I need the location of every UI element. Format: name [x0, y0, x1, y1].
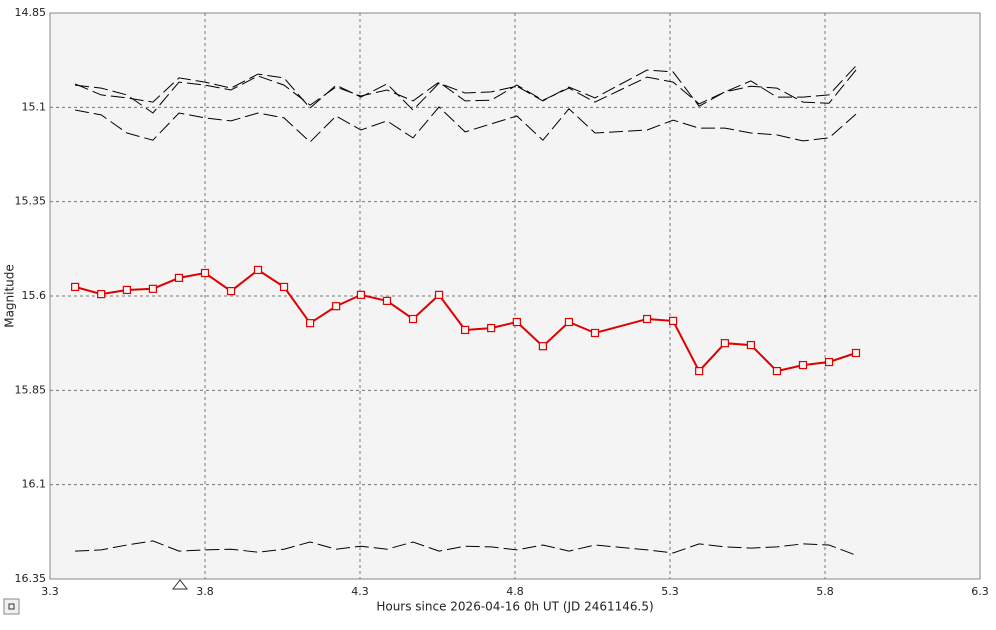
y-tick-label: 15.6	[22, 289, 47, 302]
y-tick-label: 15.1	[22, 100, 47, 113]
data-point	[200, 268, 210, 278]
data-point	[382, 296, 392, 306]
data-point	[746, 340, 756, 350]
data-point	[538, 342, 548, 351]
data-point	[460, 325, 470, 335]
x-tick-label: 4.3	[351, 585, 369, 598]
comparison-line	[74, 65, 857, 111]
x-tick-label: 5.8	[816, 585, 834, 598]
data-point	[487, 323, 496, 333]
y-tick-label: 16.1	[22, 478, 47, 491]
data-point	[590, 328, 600, 338]
corner-button[interactable]	[3, 598, 20, 615]
data-point	[279, 282, 289, 292]
data-point	[564, 317, 574, 327]
data-point	[226, 286, 236, 296]
comparison-line	[75, 106, 857, 143]
data-point	[332, 302, 341, 311]
data-point	[772, 366, 782, 376]
data-point	[148, 284, 158, 293]
data-point	[253, 265, 263, 275]
data-point	[408, 314, 418, 324]
x-axis-title: Hours since 2026-04-16 0h UT (JD 2461146…	[376, 600, 653, 614]
corner-button-icon	[8, 603, 15, 610]
data-point	[642, 314, 652, 324]
data-point	[824, 357, 834, 367]
y-tick-label: 14.85	[15, 6, 47, 19]
series-line	[74, 268, 857, 373]
data-point	[434, 290, 444, 299]
x-tick-label: 6.3	[971, 585, 989, 598]
y-tick-label: 16.35	[15, 572, 47, 585]
x-tick-label: 5.3	[661, 585, 679, 598]
data-point	[720, 339, 729, 348]
data-point	[174, 273, 184, 282]
time-marker	[171, 579, 189, 590]
data-point	[71, 282, 80, 292]
data-point	[512, 317, 521, 327]
data-point	[851, 348, 861, 358]
data-point	[305, 319, 315, 328]
x-tick-label: 3.8	[196, 585, 214, 598]
data-point	[97, 290, 106, 299]
y-tick-label: 15.35	[15, 195, 47, 208]
comparison-line	[75, 540, 857, 556]
data-point	[798, 360, 808, 370]
x-tick-label: 3.3	[41, 585, 59, 598]
comparison-line	[75, 69, 857, 114]
data-point	[122, 285, 131, 295]
data-point	[356, 290, 366, 299]
data-point	[695, 366, 704, 376]
data-point	[668, 316, 678, 326]
y-axis-title: Magnitude	[3, 264, 17, 328]
y-tick-label: 15.85	[15, 383, 47, 396]
x-tick-label: 4.8	[506, 585, 524, 598]
